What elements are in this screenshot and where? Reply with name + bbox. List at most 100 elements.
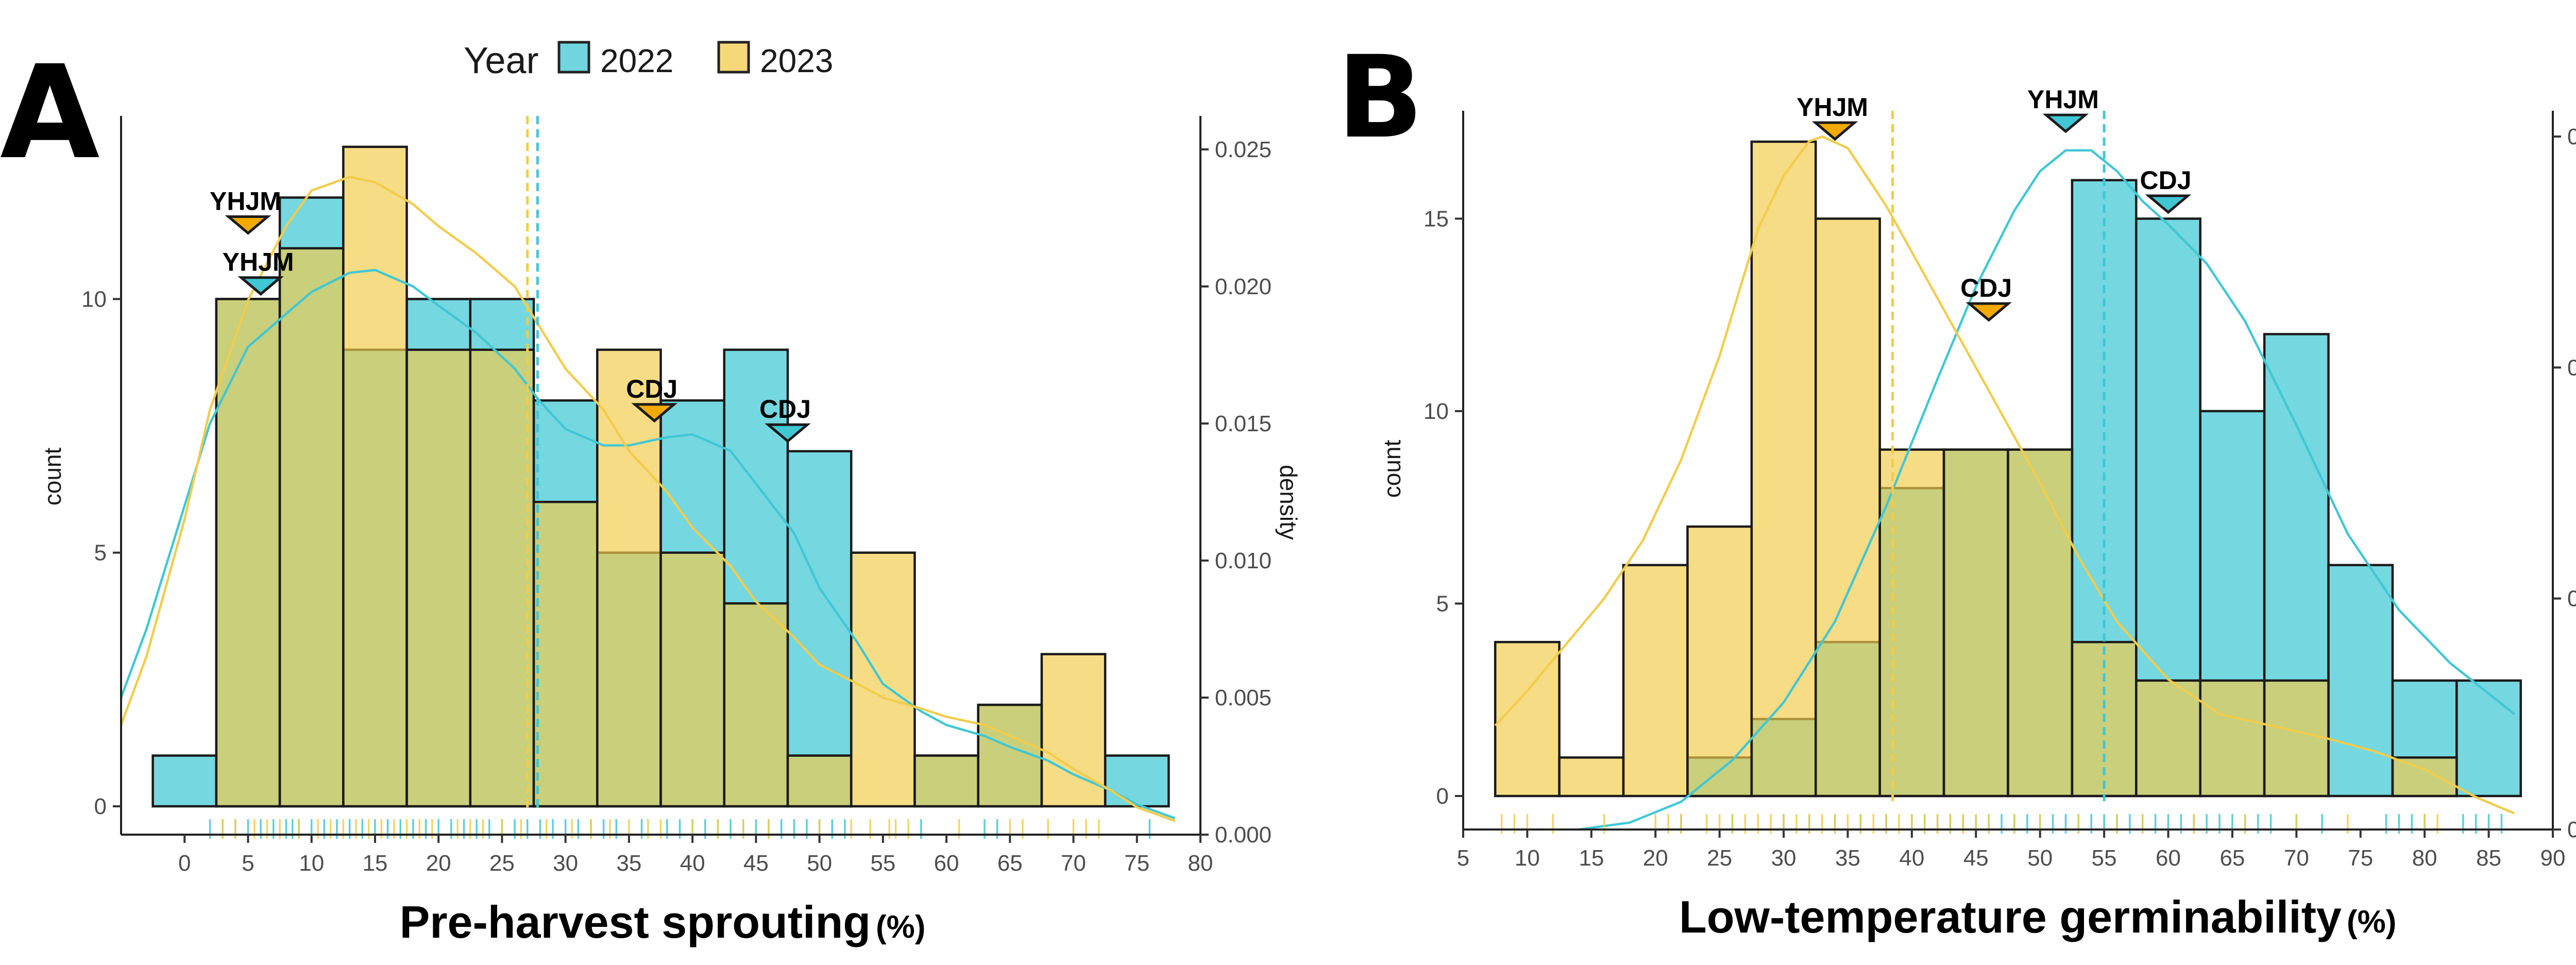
bar-2023-12: [913, 754, 979, 808]
y2-axis-label-a: density: [1275, 465, 1302, 540]
legend: Year 2022 2023: [464, 40, 833, 81]
bar-2023-14: [2391, 756, 2458, 798]
bar-2023-10: [786, 754, 853, 808]
x-tick-label: 10: [1515, 845, 1540, 871]
bar-2023-4: [405, 348, 472, 808]
x-axis-label-b: Low-temperature germinability: [1679, 891, 2342, 942]
x-tick-label: 0: [178, 851, 191, 876]
bar-2023-12: [2263, 679, 2330, 798]
x-tick-label: 15: [362, 851, 387, 876]
x-tick-label: 30: [553, 851, 578, 876]
density-line-2023: [1494, 135, 2515, 815]
marker-triangle-yhjm-2023: [225, 215, 272, 235]
x-tick-label: 20: [1643, 845, 1668, 871]
legend-swatch-2022: [557, 41, 590, 74]
density-line-2022: [1578, 149, 2515, 831]
marker-triangle-yhjm-2022: [2042, 113, 2089, 133]
marker-triangle-yhjm-2022: [238, 276, 284, 296]
y-tick-label: 15: [1423, 206, 1449, 231]
y-tick-label: 0: [94, 794, 107, 819]
bar-2023-2: [1622, 564, 1689, 798]
bar-2022-13: [2327, 564, 2394, 798]
bar-2023-6: [1878, 448, 1945, 798]
x-tick-label: 25: [1707, 845, 1732, 871]
bar-2023-1: [1558, 756, 1625, 798]
x-tick-label: 20: [426, 851, 451, 876]
x-tick-label: 5: [1457, 845, 1469, 871]
density-line-2023: [120, 175, 1176, 822]
legend-swatch-2023: [717, 41, 750, 74]
bar-2023-3: [1686, 525, 1753, 798]
x-tick-label: 70: [2284, 845, 2309, 871]
y-tick-label: 5: [94, 540, 107, 566]
x-tick-label: 45: [1963, 845, 1989, 871]
bar-2023-5: [1815, 217, 1881, 798]
x-tick-label: 40: [680, 851, 705, 876]
x-tick-label: 80: [1188, 851, 1213, 876]
x-tick-label: 5: [242, 851, 254, 876]
marker-label-yhjm-2023: YHJM: [210, 187, 281, 216]
bar-2023-1: [215, 298, 281, 808]
x-tick-label: 90: [2540, 845, 2566, 871]
y2-tick-label: 0.015: [1215, 411, 1272, 436]
x-tick-label: 10: [299, 851, 324, 876]
bar-2023-6: [532, 500, 599, 808]
x-tick-label: 80: [2412, 845, 2437, 871]
marker-triangle-cdj-2022: [2145, 194, 2192, 214]
x-tick-label: 35: [616, 851, 641, 876]
panel-letter-a: A: [0, 38, 99, 188]
x-tick-label: 65: [2219, 845, 2245, 871]
x-axis-unit-b: (%): [2347, 904, 2396, 940]
y2-tick-label: 0.005: [1215, 685, 1272, 710]
x-tick-label: 25: [489, 851, 515, 876]
x-axis-label-a: Pre-harvest sprouting: [400, 896, 871, 947]
marker-label-cdj-2022: CDJ: [2140, 166, 2192, 195]
legend-label-2022: 2022: [600, 42, 673, 79]
panel-letter-b: B: [1337, 31, 1423, 163]
y2-tick-label: 0.010: [1215, 548, 1272, 573]
y2-tick-label: 0.02: [2567, 355, 2576, 380]
y2-tick-label: 0.025: [1215, 137, 1272, 162]
marker-triangle-cdj-2023: [1965, 302, 2012, 322]
bar-2023-4: [1750, 140, 1817, 798]
bar-2023-5: [469, 348, 535, 808]
bar-2022-15: [1104, 754, 1170, 808]
x-tick-label: 70: [1061, 851, 1086, 876]
marker-label-yhjm-2022: YHJM: [223, 248, 294, 277]
y-tick-label: 10: [1423, 399, 1449, 424]
bar-2023-7: [596, 348, 662, 808]
marker-triangle-cdj-2022: [765, 423, 811, 443]
bar-2023-11: [850, 551, 916, 808]
bar-2022-15: [2455, 679, 2522, 798]
y-axis-label-a: count: [39, 448, 66, 506]
x-tick-label: 50: [807, 851, 832, 876]
bar-2022-0: [151, 754, 218, 808]
bar-2023-11: [2199, 679, 2266, 798]
bar-2023-9: [723, 602, 789, 808]
marker-label-cdj-2022: CDJ: [759, 395, 811, 424]
x-tick-label: 60: [2156, 845, 2181, 871]
bar-2023-2: [278, 247, 345, 808]
bar-2022-10: [786, 450, 853, 808]
x-tick-label: 75: [1124, 851, 1149, 876]
y2-tick-label: 0.03: [2567, 124, 2576, 149]
x-tick-label: 60: [934, 851, 959, 876]
marker-triangle-yhjm-2023: [1811, 121, 1858, 141]
legend-title: Year: [464, 40, 538, 81]
y-tick-label: 0: [1436, 784, 1449, 809]
x-tick-label: 45: [743, 851, 769, 876]
bar-2023-3: [342, 145, 408, 808]
marker-triangle-cdj-2023: [631, 403, 678, 423]
x-tick-label: 50: [2027, 845, 2053, 871]
marker-label-yhjm-2022: YHJM: [2027, 85, 2099, 114]
x-tick-label: 65: [997, 851, 1023, 876]
x-tick-label: 15: [1579, 845, 1604, 871]
y2-tick-label: 0.000: [1215, 822, 1272, 848]
x-tick-label: 85: [2476, 845, 2501, 871]
marker-label-cdj-2023: CDJ: [626, 375, 677, 403]
x-tick-label: 30: [1771, 845, 1797, 871]
bar-2023-8: [2007, 448, 2074, 798]
